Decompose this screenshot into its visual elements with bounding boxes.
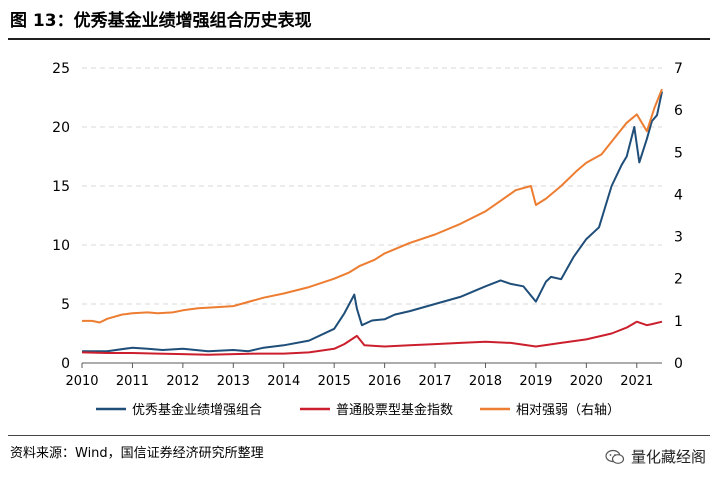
legend-label-1: 优秀基金业绩增强组合 [132, 402, 262, 418]
x-tick-label: 2020 [570, 374, 603, 389]
line-chart: 0 5 10 15 20 25 0 1 2 3 4 5 6 7 2010 2011 2012 2013 2014 20… [52, 61, 683, 418]
title-rule [8, 38, 710, 40]
x-tick-label: 2012 [166, 374, 199, 389]
legend-label-2: 普通股票型基金指数 [336, 402, 453, 418]
y-right-tick-label: 2 [674, 272, 683, 288]
y-left-tick-label: 20 [52, 120, 70, 136]
y-right-tick-label: 5 [674, 145, 683, 161]
y-right-tick-label: 6 [674, 103, 683, 119]
figure-title: 图 13：优秀基金业绩增强组合历史表现 [10, 11, 312, 31]
brand: 量化藏经阁 [605, 446, 706, 467]
gridlines [82, 67, 662, 305]
x-tick-label: 2017 [418, 374, 451, 389]
x-tick-label: 2018 [469, 374, 502, 389]
series-line-1 [82, 91, 663, 353]
source-note: 资料来源：Wind，国信证券经济研究所整理 [10, 446, 264, 461]
axes: 0 5 10 15 20 25 0 1 2 3 4 5 6 7 2010 2011 2012 2013 2014 20… [52, 61, 683, 389]
x-tick-label: 2010 [65, 374, 98, 389]
legend-label-3: 相对强弱（右轴） [516, 403, 620, 418]
x-tick-label: 2015 [318, 374, 351, 389]
wechat-icon [605, 449, 625, 464]
series-line-3 [82, 88, 663, 324]
y-left-tick-label: 25 [52, 61, 70, 77]
brand-name: 量化藏经阁 [630, 448, 706, 466]
y-left-tick-label: 5 [61, 297, 70, 313]
y-right-tick-label: 0 [674, 356, 683, 372]
y-right-tick-label: 7 [674, 61, 683, 77]
y-right-tick-label: 1 [674, 314, 683, 330]
x-tick-label: 2016 [368, 374, 401, 389]
x-tick-label: 2011 [116, 374, 149, 389]
x-tick-label: 2013 [217, 374, 250, 389]
y-left-tick-label: 15 [52, 179, 70, 195]
y-left-tick-label: 0 [61, 356, 70, 372]
y-right-tick-label: 4 [674, 187, 683, 203]
legend: 优秀基金业绩增强组合 普通股票型基金指数 相对强弱（右轴） [96, 402, 620, 418]
y-right-tick-label: 3 [674, 230, 683, 246]
x-tick-label: 2021 [620, 374, 653, 389]
series-line-2 [81, 320, 663, 356]
series-lines [81, 88, 663, 356]
footer-rule [8, 435, 710, 436]
x-tick-label: 2014 [267, 374, 300, 389]
y-left-tick-label: 10 [52, 238, 70, 254]
x-tick-label: 2019 [519, 374, 552, 389]
